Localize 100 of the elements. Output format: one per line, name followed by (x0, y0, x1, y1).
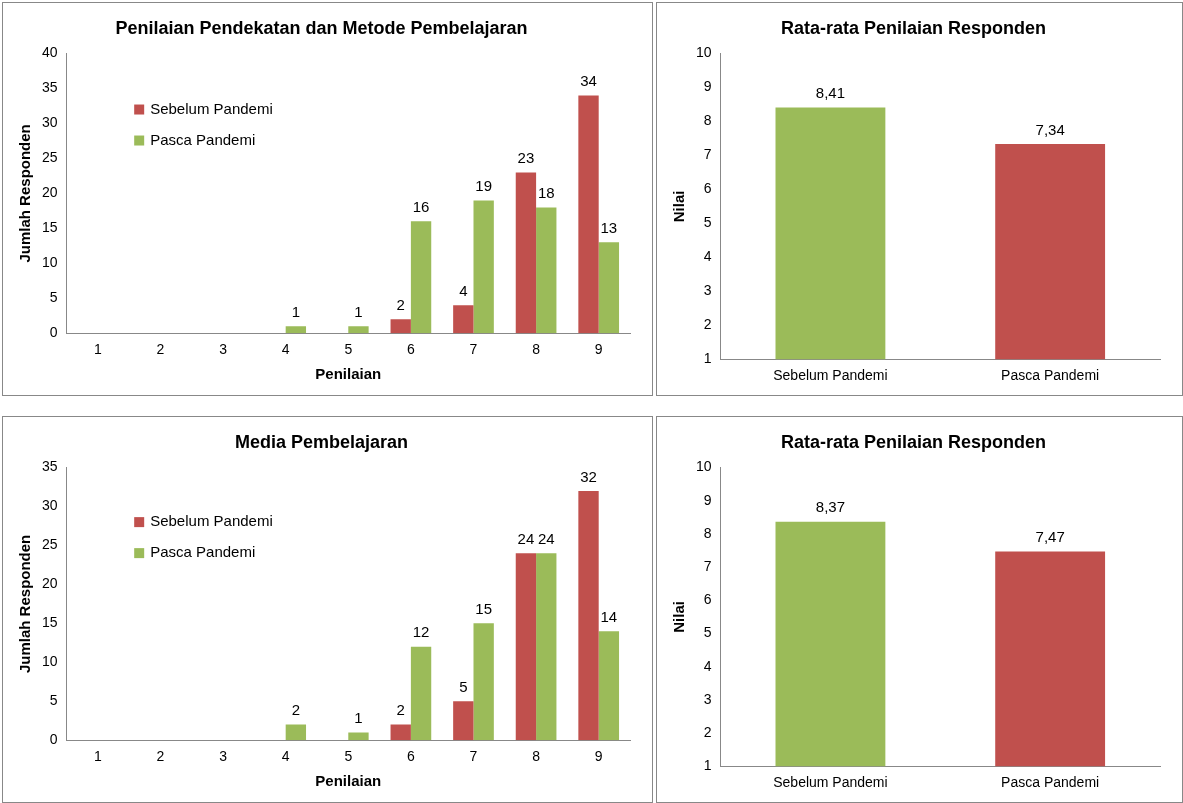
data-label: 23 (517, 149, 535, 167)
y-tick-label: 2 (703, 316, 712, 333)
bar (578, 95, 599, 334)
chart-title: Rata-rata Penilaian Responden (780, 431, 1047, 452)
bar (598, 631, 620, 741)
data-label: 7,47 (1035, 528, 1065, 546)
data-label: 24 (517, 529, 535, 547)
bar (515, 172, 537, 334)
data-label: 24 (537, 529, 555, 547)
x-tick-label: 3 (219, 748, 228, 765)
bar (598, 242, 620, 334)
legend-label: Pasca Pandemi (150, 130, 256, 148)
data-label: 19 (475, 177, 493, 195)
data-label: 8,41 (815, 84, 846, 102)
chart-title: Media Pembelajaran (234, 431, 409, 452)
y-tick-label: 30 (41, 114, 58, 131)
y-tick-label: 25 (41, 149, 58, 166)
data-label: 1 (354, 302, 363, 320)
x-tick-label: 2 (156, 748, 165, 765)
y-tick-label: 6 (703, 591, 712, 608)
data-label: 2 (291, 701, 301, 719)
y-tick-label: 6 (703, 180, 712, 197)
x-tick-label: 1 (93, 748, 102, 765)
bar (536, 207, 557, 334)
y-tick-label: 15 (41, 219, 58, 236)
bar (348, 732, 369, 741)
y-tick-label: 10 (41, 254, 58, 271)
x-tick-label: 9 (594, 341, 603, 358)
y-tick-label: 2 (703, 723, 712, 740)
y-tick-label: 9 (703, 78, 712, 95)
y-tick-label: 20 (41, 575, 58, 592)
y-tick-label: 5 (703, 214, 712, 231)
bar (348, 326, 369, 334)
bar (410, 221, 432, 334)
y-tick-label: 3 (703, 282, 712, 299)
data-label: 2 (396, 701, 405, 719)
y-tick-label: 0 (49, 731, 58, 748)
y-axis-title: Nilai (670, 601, 688, 633)
y-tick-label: 30 (41, 497, 58, 514)
x-tick-label: 8 (532, 748, 541, 765)
y-axis-title: Nilai (670, 190, 688, 223)
bar (536, 553, 557, 741)
data-label: 13 (600, 218, 618, 236)
bar (453, 701, 474, 741)
x-tick-label: 7 (469, 748, 478, 765)
data-label: 32 (580, 467, 597, 485)
legend-label: Sebelum Pandemi (150, 99, 273, 117)
bar (390, 724, 411, 741)
y-tick-label: 5 (49, 692, 58, 709)
bar (410, 646, 432, 741)
y-tick-label: 4 (703, 657, 712, 674)
data-label: 7,34 (1035, 120, 1065, 138)
x-tick-label: 2 (156, 341, 165, 358)
x-tick-label: 6 (406, 341, 415, 358)
x-tick-label: 4 (281, 341, 290, 358)
x-tick-label: 4 (281, 748, 290, 765)
y-tick-label: 25 (41, 536, 58, 553)
x-tick-label: 5 (344, 748, 353, 765)
x-tick-label: 6 (406, 748, 415, 765)
x-tick-label: 3 (219, 341, 228, 358)
y-tick-label: 15 (41, 614, 58, 631)
y-tick-label: 5 (703, 624, 712, 641)
y-tick-label: 10 (41, 653, 58, 670)
data-label: 18 (537, 184, 555, 202)
legend-label: Sebelum Pandemi (150, 512, 273, 530)
data-label: 1 (354, 709, 363, 727)
y-tick-label: 20 (41, 184, 58, 201)
x-axis-title: Penilaian (315, 365, 382, 383)
bar (515, 553, 537, 741)
legend-label: Pasca Pandemi (150, 543, 256, 561)
bar (473, 623, 494, 741)
data-label: 15 (475, 600, 493, 618)
bar (578, 490, 599, 741)
y-tick-label: 35 (41, 79, 58, 96)
y-tick-label: 8 (703, 112, 712, 129)
y-tick-label: 5 (49, 289, 58, 306)
bar (453, 305, 474, 334)
y-tick-label: 4 (703, 248, 712, 265)
y-tick-label: 10 (695, 44, 712, 61)
y-tick-label: 3 (703, 690, 712, 707)
y-tick-label: 8 (703, 524, 712, 541)
chart-title: Rata-rata Penilaian Responden (780, 17, 1047, 38)
y-tick-label: 35 (41, 458, 58, 475)
data-label: 14 (600, 607, 618, 625)
data-label: 4 (459, 281, 468, 299)
y-tick-label: 7 (703, 557, 712, 574)
y-tick-label: 10 (695, 458, 712, 475)
x-tick-label: 7 (469, 341, 478, 358)
x-tick-label: 1 (93, 341, 102, 358)
chart-title: Penilaian Pendekatan dan Metode Pembelajaran (115, 17, 528, 38)
data-label: 2 (396, 295, 405, 313)
bar (390, 319, 411, 334)
bar (473, 200, 494, 334)
bar (285, 326, 307, 334)
x-tick-label: 5 (344, 341, 353, 358)
data-label: 8,37 (815, 498, 846, 516)
y-tick-label: 0 (49, 324, 58, 341)
y-tick-label: 9 (703, 491, 712, 508)
data-label: 5 (459, 677, 468, 695)
x-tick-label: 9 (594, 748, 603, 765)
